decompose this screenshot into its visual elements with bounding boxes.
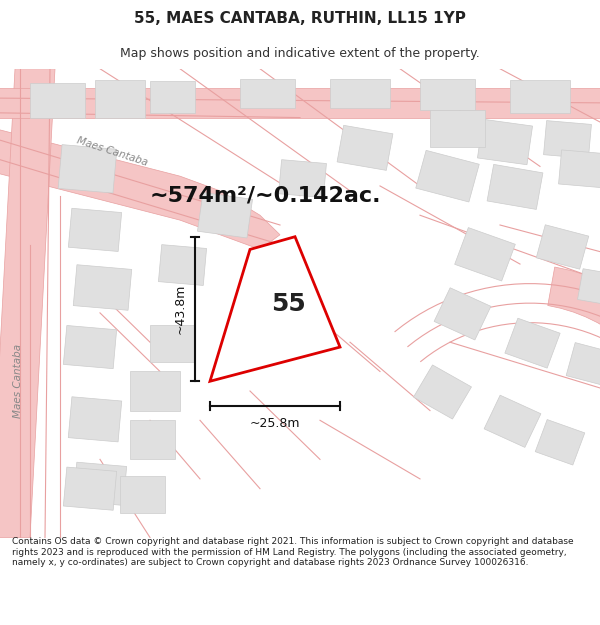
Polygon shape [0,69,55,538]
Text: 55: 55 [271,292,306,316]
Polygon shape [544,121,592,159]
Polygon shape [484,395,541,448]
Polygon shape [58,144,117,193]
Polygon shape [120,476,165,513]
Polygon shape [0,127,280,249]
Text: 55, MAES CANTABA, RUTHIN, LL15 1YP: 55, MAES CANTABA, RUTHIN, LL15 1YP [134,11,466,26]
Text: Map shows position and indicative extent of the property.: Map shows position and indicative extent… [120,48,480,61]
Polygon shape [95,81,145,118]
Polygon shape [30,83,85,118]
Polygon shape [130,420,175,459]
Polygon shape [130,371,180,411]
Polygon shape [64,467,116,510]
Polygon shape [548,267,600,493]
Polygon shape [559,150,600,188]
Polygon shape [73,265,132,310]
Polygon shape [197,192,253,238]
Polygon shape [566,342,600,386]
Polygon shape [478,119,533,165]
Polygon shape [536,225,589,269]
Text: Maes Cantaba: Maes Cantaba [75,136,149,168]
Polygon shape [64,326,116,369]
Polygon shape [210,237,340,381]
Polygon shape [240,79,295,107]
Polygon shape [278,159,326,198]
Polygon shape [510,81,570,112]
Polygon shape [0,88,600,118]
Polygon shape [578,269,600,306]
Polygon shape [330,79,390,107]
Polygon shape [337,126,393,171]
Text: Maes Cantaba: Maes Cantaba [13,344,23,418]
Polygon shape [73,462,127,506]
Polygon shape [434,288,491,340]
Polygon shape [68,397,122,442]
Polygon shape [150,81,195,112]
Polygon shape [420,79,475,110]
Polygon shape [487,164,543,209]
Text: ~574m²/~0.142ac.: ~574m²/~0.142ac. [149,186,381,206]
Text: Contains OS data © Crown copyright and database right 2021. This information is : Contains OS data © Crown copyright and d… [12,538,574,568]
Polygon shape [413,365,472,419]
Polygon shape [158,244,206,286]
Polygon shape [535,419,585,465]
Text: ~25.8m: ~25.8m [250,417,300,430]
Polygon shape [150,324,195,362]
Polygon shape [505,318,560,368]
Polygon shape [455,228,515,281]
Polygon shape [416,151,479,202]
Polygon shape [430,110,485,147]
Polygon shape [68,208,122,251]
Text: ~43.8m: ~43.8m [173,284,187,334]
